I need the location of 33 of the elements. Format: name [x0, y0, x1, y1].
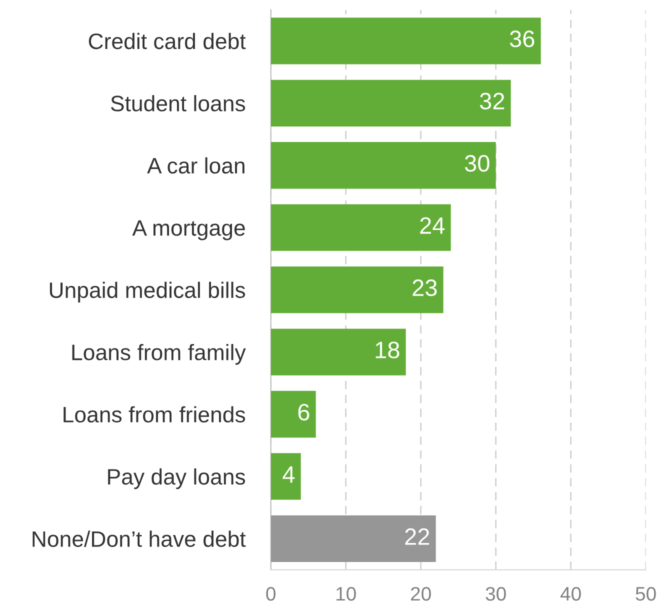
x-tick-label: 50 [636, 586, 656, 601]
data-label: 4 [282, 466, 295, 483]
data-label: 30 [464, 154, 490, 172]
bar [270, 453, 301, 500]
data-label: 23 [412, 279, 437, 296]
bar [270, 80, 511, 126]
y-tick-label: Loans from family [72, 344, 246, 365]
y-tick-label: A car loan [147, 157, 244, 174]
y-tick-label: None/Don’t have debt [32, 530, 246, 547]
y-tick-label: A mortgage [132, 220, 245, 240]
data-label: 18 [376, 342, 400, 358]
data-label: 22 [405, 528, 430, 545]
y-tick-label: Pay day loans [108, 468, 246, 490]
bar [270, 142, 496, 189]
data-label: 36 [510, 30, 534, 48]
bar [270, 266, 444, 314]
x-tick-label: 30 [486, 586, 506, 601]
bar [270, 18, 541, 64]
y-tick-label: Unpaid medical bills [50, 282, 246, 302]
y-tick-label: Loans from friends [64, 406, 246, 423]
data-label: 32 [480, 92, 504, 110]
y-tick-label: Credit card debt [88, 32, 246, 50]
x-tick-label: 20 [411, 586, 431, 601]
bar [270, 515, 436, 562]
data-label: 24 [420, 217, 445, 234]
bar [270, 328, 406, 376]
bar [270, 204, 451, 251]
x-tick-label: 0 [266, 586, 276, 601]
y-tick-label: Student loans [110, 95, 246, 112]
x-tick-label: 40 [560, 586, 581, 601]
data-label: 6 [298, 404, 310, 421]
bar [270, 390, 316, 438]
x-tick-label: 10 [336, 586, 356, 601]
